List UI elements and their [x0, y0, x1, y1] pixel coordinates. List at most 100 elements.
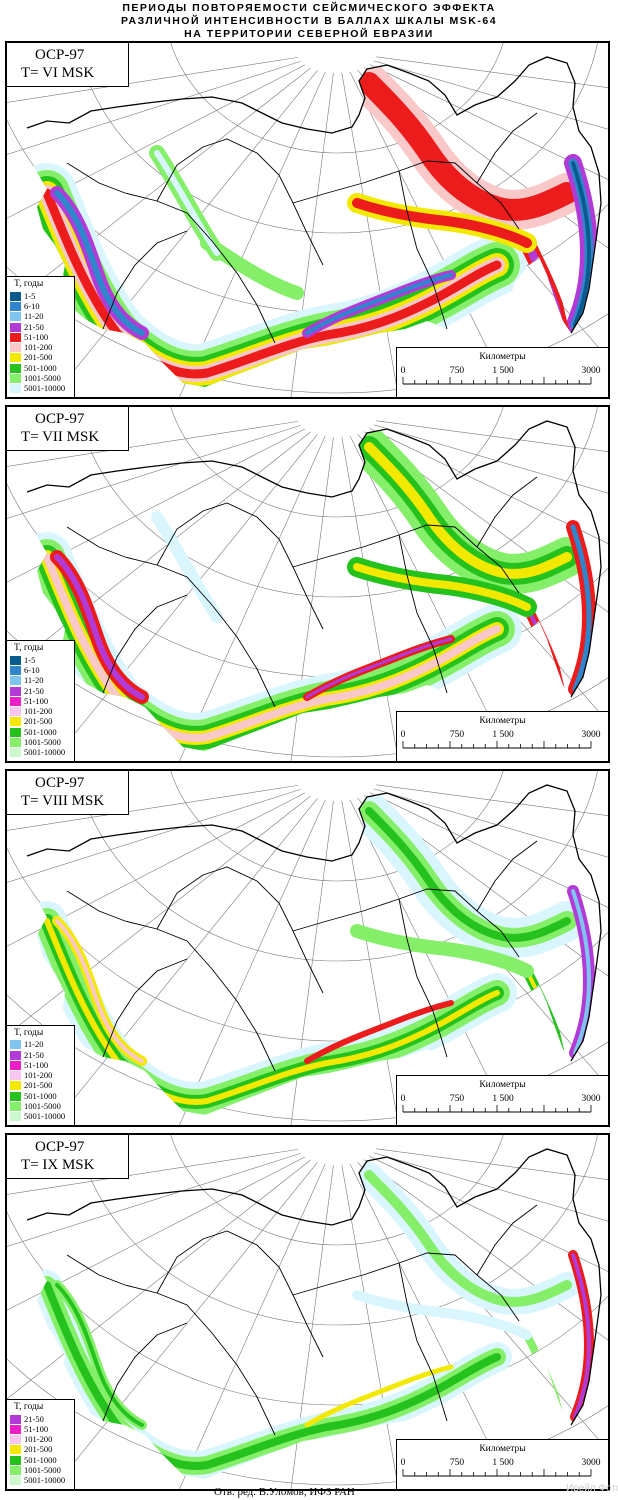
legend-label: 5001-10000: [24, 747, 66, 758]
legend-swatch: [10, 1455, 21, 1465]
legend-label: 501-1000: [24, 362, 57, 373]
admin-border: [66, 526, 276, 708]
map-panel-viii: ОСР-97 T= VIII MSK T, годы 11-20 21-50 51-100…: [5, 769, 610, 1127]
admin-border: [476, 476, 538, 548]
legend-item: 11-20: [10, 311, 72, 322]
main-title-line-1: ПЕРИОДЫ ПОВТОРЯЕМОСТИ СЕЙСМИЧЕСКОГО ЭФФЕ…: [122, 2, 496, 14]
legend-label: 501-1000: [24, 1454, 57, 1465]
legend-swatch: [10, 1050, 21, 1060]
scale-tick-label: 0: [400, 730, 406, 740]
legend-swatch: [10, 655, 21, 665]
legend-item: 501-1000: [10, 363, 72, 373]
legend-item: 6-10: [10, 665, 72, 675]
legend-item: 501-1000: [10, 1091, 72, 1101]
legend-label: 1001-5000: [24, 1101, 61, 1112]
zone-amur-21-50: [523, 239, 571, 353]
legend-swatch: [10, 717, 21, 727]
legend-label: 201-500: [24, 716, 53, 727]
admin-border: [292, 888, 520, 958]
legend-label: 201-500: [24, 352, 53, 363]
legend-swatch: [10, 696, 21, 706]
zone-amur-21-50: [525, 605, 569, 715]
watermark: Ирейл Фото: [566, 1483, 618, 1494]
seismic-zones: [27, 791, 595, 1115]
legend-swatch: [10, 1091, 21, 1101]
zone-caucasus-501-1000: [55, 1283, 144, 1427]
panel-title: ОСР-97 T= VIII MSK: [7, 771, 129, 815]
legend-swatch: [10, 676, 21, 686]
legend-item: 101-200: [10, 706, 72, 717]
legend-item: 5001-10000: [10, 383, 72, 394]
legend-label: 11-20: [24, 675, 44, 686]
legend-label: 1001-5000: [24, 373, 61, 384]
admin-border: [398, 170, 448, 330]
legend-swatch: [10, 353, 21, 363]
scale-bar: Километры 0 750 1 500 3000: [396, 1075, 608, 1125]
scale-tick-label: 0: [400, 366, 406, 376]
legend-label: 501-1000: [24, 1090, 57, 1101]
coastline: [26, 420, 602, 698]
legend-title: T, годы: [14, 643, 44, 654]
legend-item: 5001-10000: [10, 1475, 72, 1486]
admin-border: [292, 524, 520, 594]
legend-label: 51-100: [24, 695, 49, 706]
legend-swatch: [10, 665, 21, 675]
legend-item: 1001-5000: [10, 1465, 72, 1475]
seismic-map: [7, 407, 608, 761]
legend-item: 201-500: [10, 1080, 72, 1091]
scale-tick-label: 0: [400, 1094, 406, 1104]
legend: T, годы 11-20 21-50 51-100 101-200 201-500 501…: [7, 1024, 75, 1125]
scale-tick-label: 0: [400, 1458, 406, 1468]
admin-border: [102, 958, 188, 1058]
seismic-zones: [25, 427, 596, 751]
zone-northeast-51-100: [358, 72, 578, 221]
legend-label: 101-200: [24, 1434, 53, 1445]
legend-item: 21-50: [10, 686, 72, 696]
zone-amur-1001-5000: [523, 1331, 571, 1445]
panel-title: ОСР-97 T= VII MSK: [7, 407, 129, 451]
legend-swatch: [10, 322, 21, 332]
admin-border: [292, 160, 520, 230]
admin-border: [398, 1262, 448, 1422]
legend-item: 101-200: [10, 1070, 72, 1081]
legend-title: T, годы: [14, 279, 44, 290]
admin-border: [66, 1254, 276, 1436]
scale-bar: Километры 0 750 1 500 3000: [396, 1439, 608, 1489]
legend-item: 201-500: [10, 352, 72, 363]
admin-border: [476, 112, 538, 184]
legend-item: 21-50: [10, 1050, 72, 1060]
legend-label: 201-500: [24, 1080, 53, 1091]
legend-item: 201-500: [10, 716, 72, 727]
legend-swatch: [10, 301, 21, 311]
legend-label: 5001-10000: [24, 383, 66, 394]
legend-item: 51-100: [10, 1424, 72, 1434]
legend-label: 6-10: [24, 300, 40, 311]
legend-item: 51-100: [10, 332, 72, 342]
legend-label: 51-100: [24, 1059, 49, 1070]
zone-yakutia-201-500: [353, 563, 531, 611]
zone-amur-201-500: [525, 969, 569, 1079]
legend-label: 51-100: [24, 1423, 49, 1434]
admin-border: [66, 890, 276, 1072]
intensity-label: T= VI MSK: [21, 65, 95, 81]
coastline: [26, 784, 602, 1062]
model-label: ОСР-97: [35, 411, 85, 427]
legend-item: 501-1000: [10, 727, 72, 737]
main-title: ПЕРИОДЫ ПОВТОРЯЕМОСТИ СЕЙСМИЧЕСКОГО ЭФФЕ…: [0, 2, 618, 41]
zone-caucasus-21-50: [54, 554, 145, 700]
admin-border: [102, 1322, 188, 1422]
legend-label: 201-500: [24, 1444, 53, 1455]
zone-kamchatka-6-10: [570, 524, 592, 692]
scale-tick-label: 750: [449, 730, 465, 740]
legend-item: 1001-5000: [10, 737, 72, 747]
coastline: [26, 56, 602, 334]
map-panel-vii: ОСР-97 T= VII MSK T, годы 1-5 6-10 11-20 21-50…: [5, 405, 610, 763]
legend-label: 5001-10000: [24, 1475, 66, 1486]
main-title-line-2: РАЗЛИЧНОЙ ИНТЕНСИВНОСТИ В БАЛЛАХ ШКАЛЫ M…: [120, 15, 498, 27]
legend-label: 1001-5000: [24, 1465, 61, 1476]
legend-swatch: [10, 1476, 21, 1486]
seismic-map: [7, 43, 608, 397]
model-label: ОСР-97: [35, 1139, 85, 1155]
legend-item: 51-100: [10, 696, 72, 706]
legend-label: 11-20: [24, 311, 44, 322]
